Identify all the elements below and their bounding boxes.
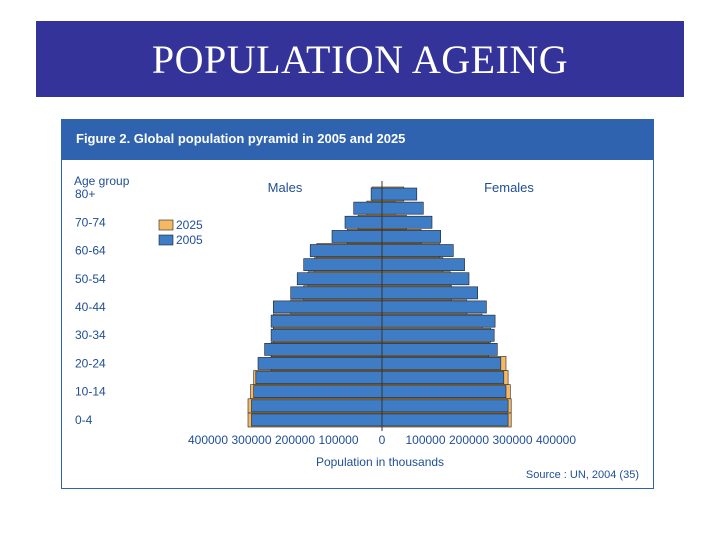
bar-2005-males-70-74 <box>344 215 383 229</box>
x-tick-labels: 400000 300000 200000 100000 0 100000 200000 300… <box>188 433 576 447</box>
figure-panel: Figure 2. Global population pyramid in 2… <box>61 119 654 489</box>
x-axis-title: Population in thousands <box>316 455 444 469</box>
legend-label-2025: 2025 <box>176 218 203 232</box>
figure-header: Figure 2. Global population pyramid in 2… <box>62 120 653 160</box>
x-tick-2: 200000 <box>275 433 315 447</box>
bar-2005-males-80+ <box>370 187 383 201</box>
x-tick-8: 400000 <box>536 433 576 447</box>
bar-2005-females-0-4 <box>381 413 509 427</box>
bar-2005-females-30-34 <box>381 328 495 342</box>
y-tick-70-74: 70-74 <box>75 215 106 229</box>
x-tick-1: 300000 <box>231 433 271 447</box>
bar-2005-females-75-79 <box>381 201 424 215</box>
bar-2005-females-5-9 <box>381 399 509 413</box>
y-tick-40-44: 40-44 <box>75 300 106 314</box>
bar-2005-females-80+ <box>381 187 418 201</box>
bar-2005-males-15-19 <box>255 371 383 384</box>
bar-2005-males-45-49 <box>290 286 383 300</box>
bar-2005-females-35-39 <box>381 314 496 328</box>
y-tick-60-64: 60-64 <box>75 244 106 258</box>
bar-2005-males-20-24 <box>257 357 383 370</box>
y-tick-30-34: 30-34 <box>75 328 106 342</box>
bar-2005-males-60-64 <box>309 244 383 257</box>
males-label: Males <box>268 180 303 195</box>
bar-2005-males-65-69 <box>331 230 383 243</box>
x-tick-4: 0 <box>379 433 386 447</box>
y-tick-labels: 80+ 70-74 60-64 50-54 40-44 30-34 20-24 10-14 0-… <box>75 187 106 427</box>
y-tick-0-4: 0-4 <box>75 413 93 427</box>
y-tick-80+: 80+ <box>75 187 95 201</box>
bar-2005-males-40-44 <box>273 300 383 314</box>
bar-2005-females-55-59 <box>381 258 465 272</box>
bar-2005-females-60-64 <box>381 244 454 257</box>
bar-2005-females-70-74 <box>381 215 433 229</box>
x-tick-5: 100000 <box>405 433 445 447</box>
bar-2005-females-10-14 <box>381 385 507 399</box>
females-label: Females <box>484 180 534 195</box>
y-tick-20-24: 20-24 <box>75 357 106 371</box>
legend-swatch-2005 <box>158 234 174 246</box>
slide-title: POPULATION AGEING <box>151 36 569 82</box>
y-tick-50-54: 50-54 <box>75 272 106 286</box>
x-tick-0: 400000 <box>188 433 228 447</box>
figure-caption: Figure 2. Global population pyramid in 2… <box>76 131 406 146</box>
bar-2005-males-50-54 <box>296 272 383 286</box>
bar-2005-males-10-14 <box>253 385 383 399</box>
x-tick-6: 200000 <box>449 433 489 447</box>
bar-2005-females-20-24 <box>381 357 502 370</box>
source-note: Source : UN, 2004 (35) <box>526 469 639 481</box>
bar-2005-males-55-59 <box>303 258 383 272</box>
x-tick-3: 100000 <box>318 433 358 447</box>
bar-2005-females-65-69 <box>381 230 442 243</box>
slide-title-band: POPULATION AGEING <box>36 21 684 97</box>
bar-2005-males-5-9 <box>251 399 383 413</box>
y-axis-title: Age group <box>74 174 130 188</box>
bar-2005-females-45-49 <box>381 286 478 300</box>
bar-2005-females-15-19 <box>381 371 505 384</box>
population-pyramid-chart: Age group Males Females Population in th… <box>74 174 639 481</box>
bar-2005-males-0-4 <box>251 413 383 427</box>
bar-2005-males-30-34 <box>270 328 383 342</box>
legend-label-2005: 2005 <box>176 233 203 247</box>
bar-2005-females-25-29 <box>381 343 498 356</box>
bars-group <box>247 181 512 431</box>
x-tick-7: 300000 <box>492 433 532 447</box>
legend-swatch-2025 <box>158 219 174 231</box>
y-tick-10-14: 10-14 <box>75 385 106 399</box>
bar-2005-males-35-39 <box>270 314 383 328</box>
bar-2005-females-50-54 <box>381 272 470 286</box>
bar-2005-males-25-29 <box>264 343 383 356</box>
bar-2005-males-75-79 <box>353 201 383 215</box>
bar-2005-females-40-44 <box>381 300 487 314</box>
